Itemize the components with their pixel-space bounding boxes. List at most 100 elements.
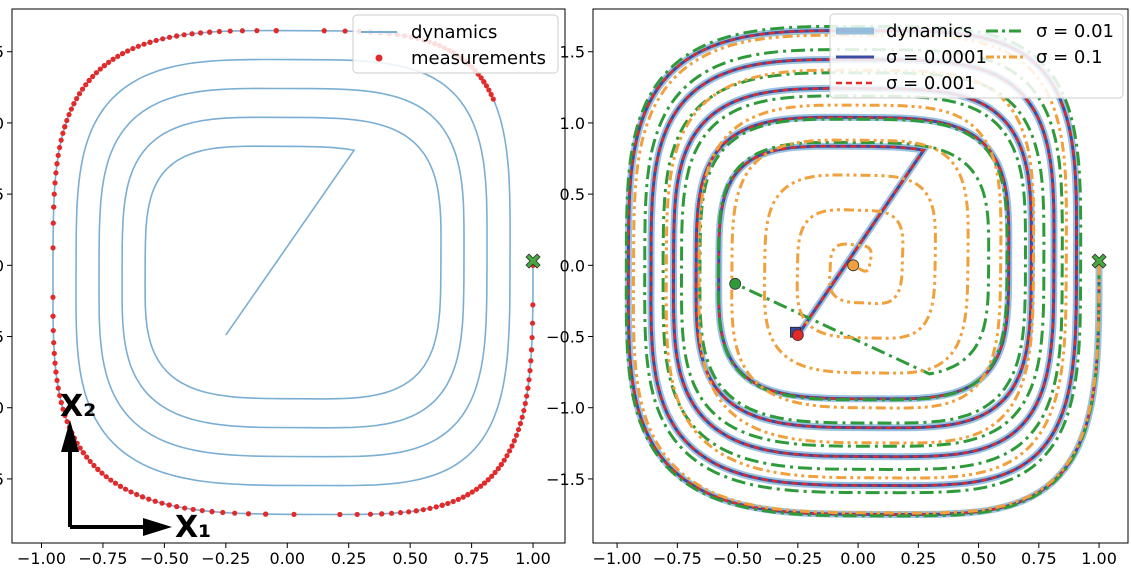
measurement-point	[153, 37, 159, 44]
y-tick-label: 0.0	[0, 256, 4, 275]
measurement-point	[60, 130, 66, 136]
measurement-point	[509, 443, 515, 449]
legend-label: dynamics	[411, 22, 497, 43]
measurement-point	[239, 28, 245, 34]
measurement-point	[55, 152, 61, 158]
measurement-point	[84, 454, 90, 460]
measurement-point	[174, 504, 180, 510]
measurement-point	[122, 486, 129, 492]
x-tick-label: −0.25	[201, 549, 250, 568]
measurement-point	[99, 470, 105, 476]
measurement-point	[50, 294, 56, 300]
measurement-point	[50, 313, 56, 319]
measurement-point	[125, 48, 131, 54]
measurement-point	[51, 350, 57, 357]
legend-swatch-measurements	[375, 54, 383, 62]
measurement-point	[64, 117, 70, 124]
measurement-point	[130, 45, 136, 52]
x-tick-label: −0.75	[653, 549, 702, 568]
measurement-point	[166, 502, 172, 508]
measurement-point	[159, 500, 165, 506]
x-tick-label: −1.00	[17, 549, 66, 568]
x-tick-label: −0.50	[713, 549, 762, 568]
measurement-point	[166, 34, 173, 40]
measurement-point	[60, 406, 66, 412]
y-tick-label: 0.0	[560, 256, 585, 275]
measurement-point	[445, 500, 451, 507]
measurement-point	[525, 385, 531, 391]
measurement-point	[522, 400, 528, 407]
x-tick-label: 0.00	[269, 549, 305, 568]
measurement-point	[483, 83, 490, 89]
y-tick-label: −0.5	[0, 328, 4, 347]
plot-frame	[11, 8, 566, 544]
measurement-point	[91, 462, 97, 469]
measurement-point	[273, 28, 279, 34]
measurement-point	[199, 507, 205, 514]
start-marker	[1091, 253, 1107, 269]
start-marker	[525, 253, 541, 269]
measurement-point	[50, 327, 56, 334]
measurement-point	[128, 489, 134, 495]
measurement-point	[134, 491, 140, 498]
series-3-line	[624, 24, 1101, 518]
plot-area	[50, 28, 536, 518]
measurement-point	[527, 368, 533, 374]
measurement-point	[529, 320, 536, 326]
series-0-line	[52, 29, 534, 516]
measurement-point	[342, 28, 348, 34]
x-tick-label: 0.00	[840, 549, 876, 568]
measurement-point	[291, 511, 297, 517]
end-marker-3	[729, 277, 742, 290]
measurement-point	[478, 75, 484, 81]
measurement-point	[511, 438, 517, 444]
x-tick-label: 0.75	[454, 549, 490, 568]
measurement-point	[57, 392, 63, 399]
measurement-point	[504, 453, 510, 459]
measurement-point	[71, 101, 77, 107]
measurement-point	[197, 30, 204, 36]
measurement-point	[117, 483, 124, 489]
measurement-point	[485, 477, 491, 483]
measurement-point	[469, 489, 475, 495]
measurement-point	[506, 448, 513, 454]
chart-panel-right: −1.00 −0.75 −0.50 −0.25 0.00 0.25 0.50 0.75 1.00…	[546, 8, 1129, 568]
measurement-point	[190, 506, 196, 513]
y-arrowhead	[61, 420, 79, 452]
x-tick-label: 1.00	[515, 549, 551, 568]
y-tick-label: 1.0	[0, 114, 4, 133]
measurement-point	[110, 56, 116, 62]
measurement-point	[139, 494, 146, 500]
legend-label: σ = 0.1	[1036, 47, 1103, 68]
x-tick-label: −0.75	[78, 549, 127, 568]
y-tick-label: −0.5	[546, 328, 585, 347]
measurement-point	[66, 112, 72, 118]
measurement-point	[77, 445, 83, 451]
measurement-point	[498, 461, 504, 468]
measurement-point	[216, 28, 223, 35]
measurement-point	[397, 510, 404, 516]
measurement-point	[465, 492, 471, 498]
measurement-point	[478, 483, 484, 489]
measurement-point	[119, 50, 126, 57]
measurement-point	[486, 87, 492, 93]
measurement-point	[388, 510, 395, 516]
measurement-point	[101, 63, 107, 69]
measurement-point	[460, 494, 466, 500]
measurement-point	[62, 412, 68, 419]
measurement-point	[337, 511, 343, 518]
measurement-point	[254, 28, 260, 34]
measurement-point	[354, 511, 360, 518]
measurement-point	[51, 340, 57, 346]
measurement-point	[182, 505, 188, 511]
measurement-point	[51, 204, 57, 210]
measurement-point	[207, 29, 213, 35]
measurement-point	[521, 407, 527, 414]
y-tick-label: 1.5	[0, 43, 4, 62]
measurement-point	[103, 474, 109, 480]
measurement-point	[530, 302, 536, 308]
series-2-line	[627, 29, 1101, 516]
measurement-point	[174, 33, 180, 39]
measurement-point	[513, 432, 520, 438]
